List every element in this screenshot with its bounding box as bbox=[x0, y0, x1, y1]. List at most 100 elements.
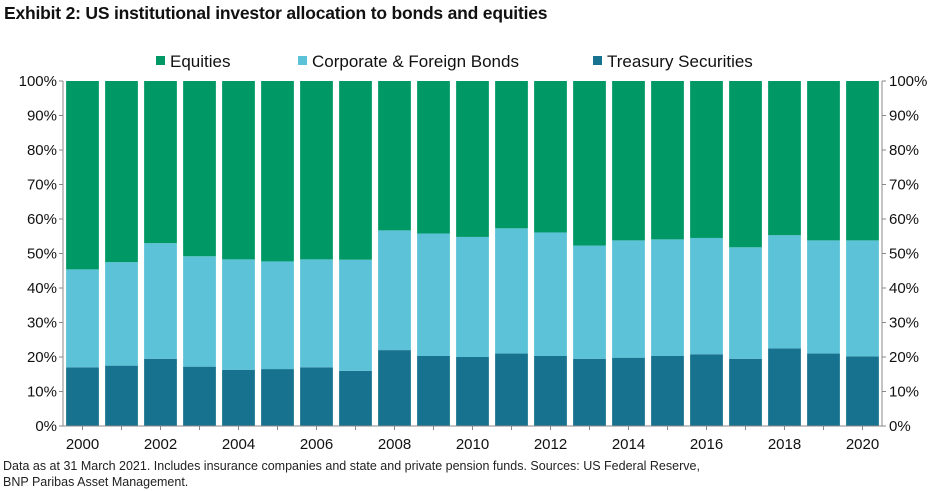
bar-treasury-securities-2020 bbox=[846, 356, 879, 426]
bar-treasury-securities-2017 bbox=[729, 358, 762, 426]
legend: Equities Corporate & Foreign Bonds Treasur… bbox=[156, 52, 753, 71]
legend-swatch-corporate-foreign-bonds bbox=[298, 56, 307, 65]
bar-corporate-foreign-bonds-2000 bbox=[66, 269, 99, 368]
bar-corporate-foreign-bonds-2002 bbox=[144, 243, 177, 359]
y-axis-left: 0% 10% 20% 30% 40% 50% 60% 70% 80% 90% 100% bbox=[19, 73, 64, 435]
x-tick-label-2012: 2012 bbox=[534, 436, 567, 453]
legend-label-corporate-foreign-bonds: Corporate & Foreign Bonds bbox=[312, 52, 519, 71]
bar-treasury-securities-2001 bbox=[105, 365, 138, 427]
bar-equities-2004 bbox=[222, 81, 255, 260]
bar-equities-2002 bbox=[144, 81, 177, 244]
bar-treasury-securities-2003 bbox=[183, 366, 216, 426]
bar-corporate-foreign-bonds-2016 bbox=[690, 237, 723, 355]
bar-corporate-foreign-bonds-2017 bbox=[729, 247, 762, 359]
y-tick-label-left: 20% bbox=[27, 349, 57, 366]
bar-equities-2020 bbox=[846, 81, 879, 241]
bar-corporate-foreign-bonds-2005 bbox=[261, 261, 294, 370]
stacked-bar-chart: Equities Corporate & Foreign Bonds Treasur… bbox=[19, 52, 928, 453]
bar-treasury-securities-2008 bbox=[378, 350, 411, 426]
bar-treasury-securities-2010 bbox=[456, 357, 489, 426]
bar-equities-2007 bbox=[339, 81, 372, 260]
bar-treasury-securities-2006 bbox=[300, 367, 333, 426]
y-tick-label-left: 60% bbox=[27, 211, 57, 228]
bar-treasury-securities-2016 bbox=[690, 354, 723, 426]
footnote: Data as at 31 March 2021. Includes insur… bbox=[3, 458, 933, 490]
y-tick-label-left: 90% bbox=[27, 108, 57, 125]
x-axis: 2000 2002 2004 2006 2008 2010 2012 2014 2016 2018… bbox=[63, 425, 882, 453]
x-tick-label-2018: 2018 bbox=[768, 436, 801, 453]
bar-corporate-foreign-bonds-2014 bbox=[612, 240, 645, 358]
y-tick-label-right: 70% bbox=[889, 177, 919, 194]
bar-equities-2019 bbox=[807, 81, 840, 241]
bar-treasury-securities-2004 bbox=[222, 369, 255, 426]
bar-corporate-foreign-bonds-2013 bbox=[573, 245, 606, 359]
y-tick-label-left: 50% bbox=[27, 246, 57, 263]
bar-equities-2000 bbox=[66, 81, 99, 270]
x-tick-label-2006: 2006 bbox=[300, 436, 333, 453]
y-tick-label-left: 100% bbox=[19, 73, 57, 90]
bar-equities-2001 bbox=[105, 81, 138, 263]
bar-corporate-foreign-bonds-2009 bbox=[417, 233, 450, 356]
legend-label-treasury-securities: Treasury Securities bbox=[607, 52, 753, 71]
x-tick-label-2016: 2016 bbox=[690, 436, 723, 453]
y-tick-label-right: 60% bbox=[889, 211, 919, 228]
bar-equities-2017 bbox=[729, 81, 762, 248]
bar-corporate-foreign-bonds-2008 bbox=[378, 230, 411, 351]
bar-corporate-foreign-bonds-2012 bbox=[534, 232, 567, 356]
bar-treasury-securities-2015 bbox=[651, 355, 684, 426]
bar-treasury-securities-2007 bbox=[339, 370, 372, 426]
bar-treasury-securities-2019 bbox=[807, 353, 840, 426]
x-tick-label-2010: 2010 bbox=[456, 436, 489, 453]
x-tick-label-2014: 2014 bbox=[612, 436, 645, 453]
y-tick-label-right: 40% bbox=[889, 280, 919, 297]
bar-equities-2008 bbox=[378, 81, 411, 231]
bar-equities-2012 bbox=[534, 81, 567, 233]
bar-equities-2016 bbox=[690, 81, 723, 238]
footnote-line-1: Data as at 31 March 2021. Includes insur… bbox=[3, 459, 700, 473]
y-tick-label-left: 40% bbox=[27, 280, 57, 297]
bar-treasury-securities-2011 bbox=[495, 353, 528, 426]
y-tick-label-right: 0% bbox=[889, 418, 911, 435]
bar-corporate-foreign-bonds-2001 bbox=[105, 262, 138, 366]
footnote-line-2: BNP Paribas Asset Management. bbox=[3, 475, 189, 489]
bar-treasury-securities-2000 bbox=[66, 367, 99, 426]
y-tick-label-right: 50% bbox=[889, 246, 919, 263]
x-tick-label-2004: 2004 bbox=[222, 436, 255, 453]
bar-corporate-foreign-bonds-2004 bbox=[222, 259, 255, 370]
y-tick-label-right: 80% bbox=[889, 142, 919, 159]
legend-label-equities: Equities bbox=[170, 52, 230, 71]
y-tick-label-left: 10% bbox=[27, 384, 57, 401]
bar-equities-2005 bbox=[261, 81, 294, 262]
bar-corporate-foreign-bonds-2011 bbox=[495, 228, 528, 354]
y-tick-label-left: 0% bbox=[35, 418, 57, 435]
bar-corporate-foreign-bonds-2020 bbox=[846, 240, 879, 357]
bar-treasury-securities-2005 bbox=[261, 369, 294, 426]
y-tick-label-right: 20% bbox=[889, 349, 919, 366]
x-tick-label-2000: 2000 bbox=[66, 436, 99, 453]
x-tick-label-2002: 2002 bbox=[144, 436, 177, 453]
bar-treasury-securities-2002 bbox=[144, 358, 177, 426]
bar-corporate-foreign-bonds-2010 bbox=[456, 236, 489, 357]
bar-treasury-securities-2009 bbox=[417, 355, 450, 426]
bar-corporate-foreign-bonds-2018 bbox=[768, 235, 801, 349]
legend-swatch-equities bbox=[156, 56, 165, 65]
bar-corporate-foreign-bonds-2003 bbox=[183, 256, 216, 367]
y-tick-label-right: 30% bbox=[889, 315, 919, 332]
chart-title: Exhibit 2: US institutional investor all… bbox=[4, 3, 548, 23]
bar-equities-2010 bbox=[456, 81, 489, 237]
bar-corporate-foreign-bonds-2019 bbox=[807, 240, 840, 354]
bar-corporate-foreign-bonds-2006 bbox=[300, 259, 333, 368]
bar-equities-2018 bbox=[768, 81, 801, 236]
bar-treasury-securities-2012 bbox=[534, 355, 567, 426]
bar-equities-2003 bbox=[183, 81, 216, 257]
x-tick-label-2008: 2008 bbox=[378, 436, 411, 453]
bar-equities-2011 bbox=[495, 81, 528, 229]
bar-equities-2006 bbox=[300, 81, 333, 260]
y-tick-label-right: 10% bbox=[889, 384, 919, 401]
y-tick-label-left: 70% bbox=[27, 177, 57, 194]
bar-equities-2009 bbox=[417, 81, 450, 234]
bars bbox=[66, 81, 879, 427]
y-axis-right: 0% 10% 20% 30% 40% 50% 60% 70% 80% 90% 100% bbox=[881, 73, 927, 435]
bar-treasury-securities-2014 bbox=[612, 357, 645, 426]
y-tick-label-right: 100% bbox=[889, 73, 927, 90]
